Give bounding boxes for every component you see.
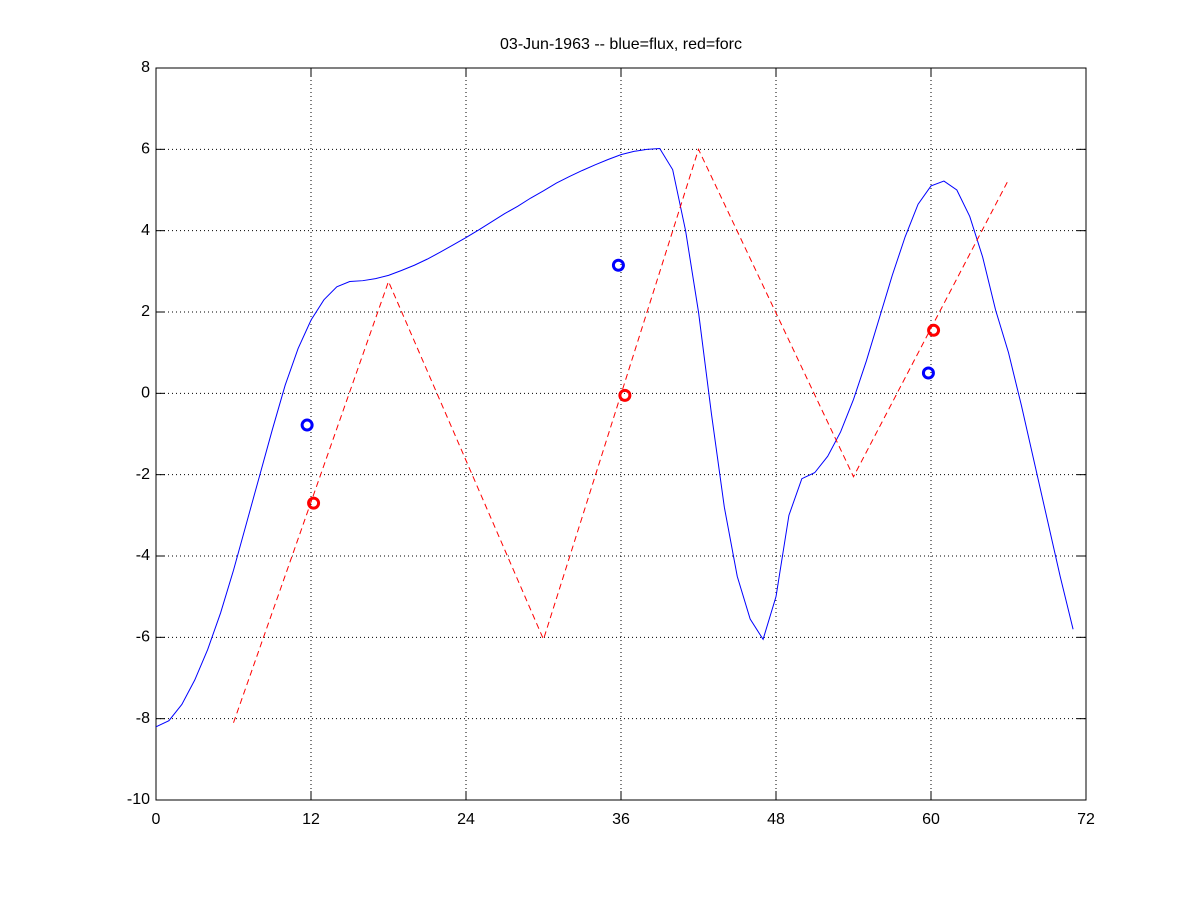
- x-tick-label: 60: [922, 811, 940, 828]
- y-tick-label: 6: [141, 141, 150, 158]
- y-tick-label: 0: [141, 385, 150, 402]
- x-tick-label: 12: [302, 811, 320, 828]
- marker: [300, 418, 314, 432]
- y-tick-label: 4: [141, 222, 150, 239]
- y-tick-label: -6: [136, 629, 150, 646]
- marker: [611, 258, 625, 272]
- marker: [618, 388, 632, 402]
- marker: [307, 496, 321, 510]
- data-line: [155, 148, 1074, 728]
- y-tick-label: -10: [127, 791, 150, 808]
- y-tick-label: -2: [136, 466, 150, 483]
- x-tick-label: 72: [1077, 811, 1095, 828]
- y-tick-label: -4: [136, 547, 150, 564]
- y-tick-label: 8: [141, 59, 150, 76]
- y-tick-label: -8: [136, 710, 150, 727]
- x-tick-label: 36: [612, 811, 630, 828]
- plot-frame: [155, 67, 1087, 801]
- x-tick-label: 24: [457, 811, 475, 828]
- x-tick-label: 48: [767, 811, 785, 828]
- marker: [927, 323, 941, 337]
- chart-title: 03-Jun-1963 -- blue=flux, red=forc: [500, 36, 742, 53]
- x-tick-label: 0: [152, 811, 161, 828]
- marker: [921, 366, 935, 380]
- y-tick-label: 2: [141, 303, 150, 320]
